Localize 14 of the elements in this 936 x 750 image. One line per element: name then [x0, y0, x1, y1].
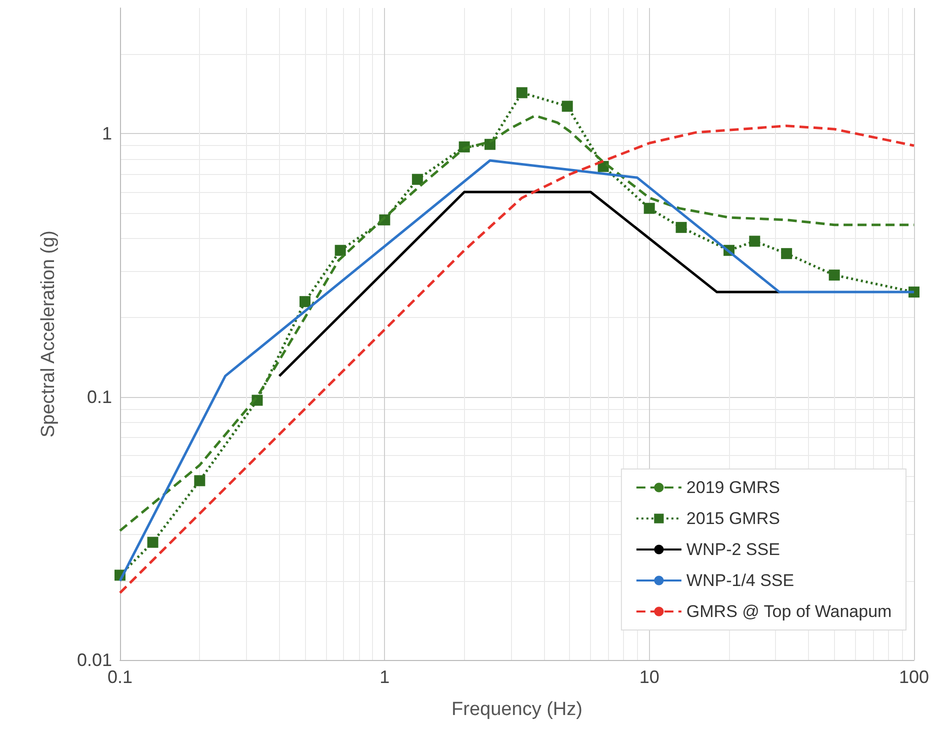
x-tick-label: 1 [380, 667, 390, 687]
legend-label: 2015 GMRS [686, 509, 780, 528]
legend-label: WNP-2 SSE [686, 540, 780, 559]
x-tick-label: 10 [639, 667, 660, 687]
legend-label: GMRS @ Top of Wanapum [686, 602, 892, 621]
y-tick-label: 0.01 [76, 650, 112, 670]
x-tick-label: 0.1 [107, 667, 133, 687]
x-axis-title: Frequency (Hz) [452, 699, 582, 720]
x-tick-label: 100 [898, 667, 930, 687]
legend-label: 2019 GMRS [686, 478, 780, 497]
y-tick-label: 1 [102, 124, 112, 144]
y-tick-label: 0.1 [86, 386, 112, 407]
y-axis-title: Spectral Acceleration (g) [38, 230, 59, 438]
legend-label: WNP-1/4 SSE [686, 571, 794, 590]
